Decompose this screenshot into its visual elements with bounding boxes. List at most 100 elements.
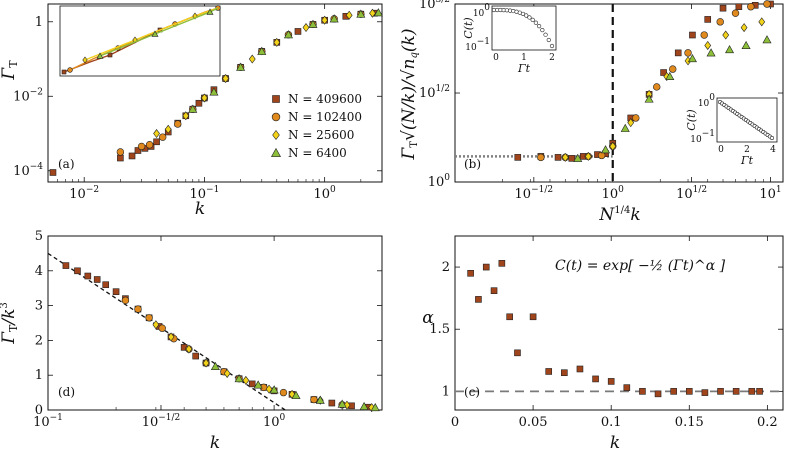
marker-square: [195, 99, 203, 107]
panel-b-inset-1: 0 1 2 Γt 100 10−1C(t): [462, 3, 557, 75]
marker-diamond: [201, 93, 208, 103]
marker-square: [84, 272, 92, 280]
marker-square: [719, 4, 727, 12]
marker-square: [554, 154, 562, 161]
inset-marker: [107, 52, 113, 58]
x-tick-label: 100: [313, 185, 336, 202]
marker-diamond: [627, 118, 635, 128]
x-tick-label: 10−2: [69, 185, 99, 202]
marker-circle: [653, 83, 661, 91]
marker-square: [467, 269, 474, 277]
marker-square: [490, 287, 498, 294]
marker-square: [328, 399, 336, 407]
panel-d: 10−1 10−1/2 100 0 1 2 3 4 5 (d) k ΓT/k3: [0, 229, 383, 453]
inset-1-point: [527, 15, 532, 20]
linear-fit-dashed-line: [47, 252, 286, 411]
marker-square: [529, 313, 537, 321]
marker-square: [623, 384, 631, 391]
marker-square: [506, 313, 513, 321]
x-tick-label: 101: [759, 185, 781, 202]
inset-2-ytick: 10−1: [690, 129, 715, 145]
inset-marker: [96, 52, 104, 59]
marker-square: [607, 378, 615, 385]
inset-1-point: [549, 43, 555, 49]
y-tick-label: 1: [35, 15, 43, 30]
y-tick-label: 0: [35, 403, 43, 418]
marker-square: [62, 262, 70, 269]
marker-square: [639, 388, 646, 395]
panel-b-lines: [455, 4, 614, 182]
inset-2-xtick: 4: [770, 145, 776, 155]
legend-marker: [272, 130, 280, 140]
inset-marker: [67, 67, 73, 73]
panel-b-inset-2: 0 2 4 Γt 100 10−1C(t): [685, 93, 778, 167]
marker-square: [112, 288, 120, 295]
y-tick-label: 1: [442, 384, 450, 399]
marker-square: [128, 152, 136, 160]
marker-square: [576, 365, 584, 373]
marker-triangle: [620, 123, 630, 132]
marker-triangle: [741, 40, 751, 49]
panel-a-legend: N = 409600 N = 102400 N = 25600 N = 6400: [270, 92, 362, 160]
marker-circle: [632, 114, 640, 122]
marker-square: [294, 28, 302, 35]
panel-a: 10−2 10−1 100 10−4 10−2 1 N = 409600 N = 10240…: [0, 3, 383, 219]
x-tick-label: 101/2: [676, 185, 707, 202]
panel-c-xlabel: k: [610, 433, 620, 453]
marker-diamond: [302, 23, 310, 33]
panel-c-ylabel: α: [422, 308, 434, 328]
marker-diamond: [345, 10, 353, 20]
y-tick-label: 1: [35, 368, 43, 383]
marker-square: [498, 260, 506, 267]
x-tick-label: 0.1: [601, 415, 622, 430]
marker-circle: [116, 148, 125, 156]
x-tick-label: 10−1: [190, 185, 220, 202]
panel-d-label: (d): [58, 385, 75, 399]
marker-triangle: [687, 54, 697, 63]
panel-a-ticks: 10−2 10−1 100 10−4 10−2 1: [13, 4, 382, 202]
marker-square: [748, 388, 756, 395]
marker-triangle: [359, 401, 369, 411]
marker-circle: [731, 9, 740, 17]
marker-diamond: [242, 375, 250, 385]
inset-1-point: [520, 11, 526, 17]
marker-triangle: [373, 8, 383, 17]
inset-1-xtick: 1: [521, 53, 527, 63]
panel-a-marks: [49, 8, 383, 176]
marker-square: [735, 3, 743, 11]
marker-square: [475, 296, 482, 303]
marker-diamond: [704, 40, 712, 50]
marker-square: [545, 368, 553, 375]
marker-triangle: [308, 19, 318, 28]
marker-diamond: [223, 368, 231, 378]
marker-circle: [134, 305, 142, 313]
inset-marker: [82, 56, 88, 64]
marker-circle: [716, 18, 724, 26]
marker-diamond: [265, 384, 273, 394]
marker-square: [192, 352, 200, 360]
marker-square: [685, 388, 693, 395]
marker-square: [568, 155, 576, 162]
inset-1-point: [533, 20, 538, 25]
legend-label: N = 409600: [288, 92, 362, 106]
panel-b-label: (b): [464, 157, 481, 171]
marker-diamond: [182, 111, 190, 121]
inset-1-ytick: 10−1: [465, 37, 490, 53]
marker-triangle: [315, 395, 325, 404]
inset-marker: [206, 8, 214, 15]
x-tick-label: 10−1: [33, 413, 63, 430]
x-tick-label: 10−1/2: [515, 185, 554, 202]
marker-square: [248, 380, 256, 388]
marker-square: [93, 276, 101, 283]
x-tick-label: 100: [263, 413, 286, 430]
marker-diamond: [167, 332, 175, 342]
marker-square: [514, 154, 522, 161]
x-tick-label: 0.05: [519, 415, 548, 430]
marker-diamond: [758, 17, 766, 27]
marker-triangle: [644, 94, 654, 103]
marker-triangle: [236, 62, 246, 71]
y-tick-label: 2: [35, 333, 43, 348]
y-tick-label: 100: [428, 173, 451, 190]
